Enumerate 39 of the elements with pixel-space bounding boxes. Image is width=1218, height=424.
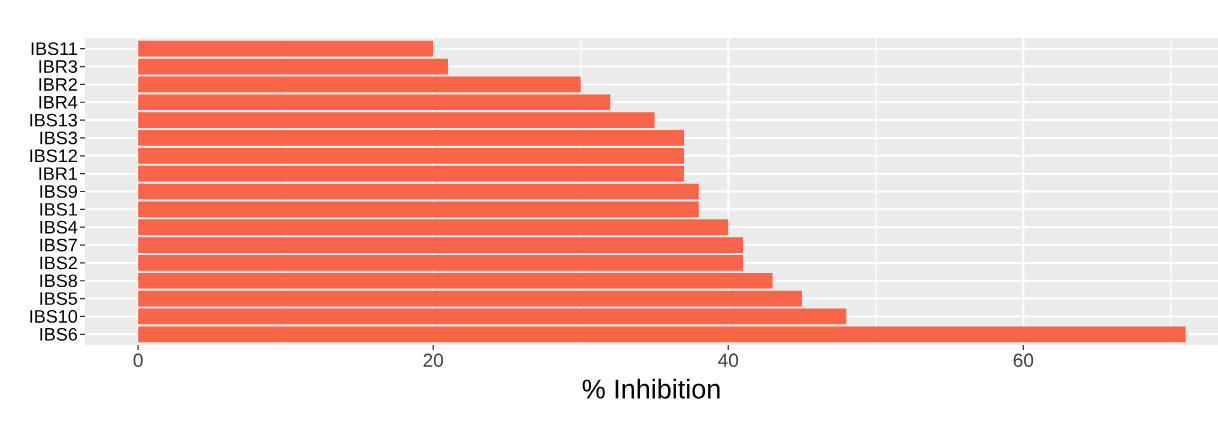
y-tick-label: IBS11 xyxy=(31,42,77,56)
bar xyxy=(138,326,1186,343)
y-tick-label: IBS12 xyxy=(30,149,77,163)
bar xyxy=(138,290,803,307)
y-tick-label: IBR1 xyxy=(39,167,77,180)
bar xyxy=(138,147,684,164)
y-tick-label: IBS1 xyxy=(40,202,77,216)
y-tick-label: IBS4 xyxy=(40,220,78,234)
bar xyxy=(138,94,611,111)
bar xyxy=(138,237,744,253)
bar xyxy=(138,112,655,128)
y-tick-label: IBS9 xyxy=(40,185,77,198)
x-tick-label: 40 xyxy=(718,353,739,367)
bar xyxy=(138,219,729,236)
x-axis-title: % Inhibition xyxy=(582,378,720,399)
bar xyxy=(138,183,699,200)
bar xyxy=(138,58,448,75)
x-tick-label: 0 xyxy=(133,353,143,367)
y-tick-label: IBS6 xyxy=(40,327,78,341)
y-tick-label: IBS7 xyxy=(40,238,77,252)
y-tick-label: IBS10 xyxy=(30,310,78,323)
bar xyxy=(138,201,699,218)
y-tick-label: IBS5 xyxy=(40,292,78,305)
x-tick-label: 20 xyxy=(423,353,444,367)
bar xyxy=(138,130,684,146)
y-tick-label: IBS13 xyxy=(30,113,78,127)
y-tick-label: IBR3 xyxy=(39,60,78,73)
y-tick-label: IBR2 xyxy=(39,78,77,91)
bar xyxy=(138,76,581,93)
y-tick-label: IBS2 xyxy=(40,256,77,270)
y-tick-label: IBS8 xyxy=(40,274,78,288)
x-tick-label: 60 xyxy=(1013,353,1034,367)
bar xyxy=(138,272,773,289)
y-tick-label: IBS3 xyxy=(40,131,78,145)
bar xyxy=(138,255,744,271)
bar xyxy=(138,165,684,182)
bar xyxy=(138,40,434,57)
y-tick-label: IBR4 xyxy=(39,96,78,109)
bar xyxy=(138,308,847,325)
